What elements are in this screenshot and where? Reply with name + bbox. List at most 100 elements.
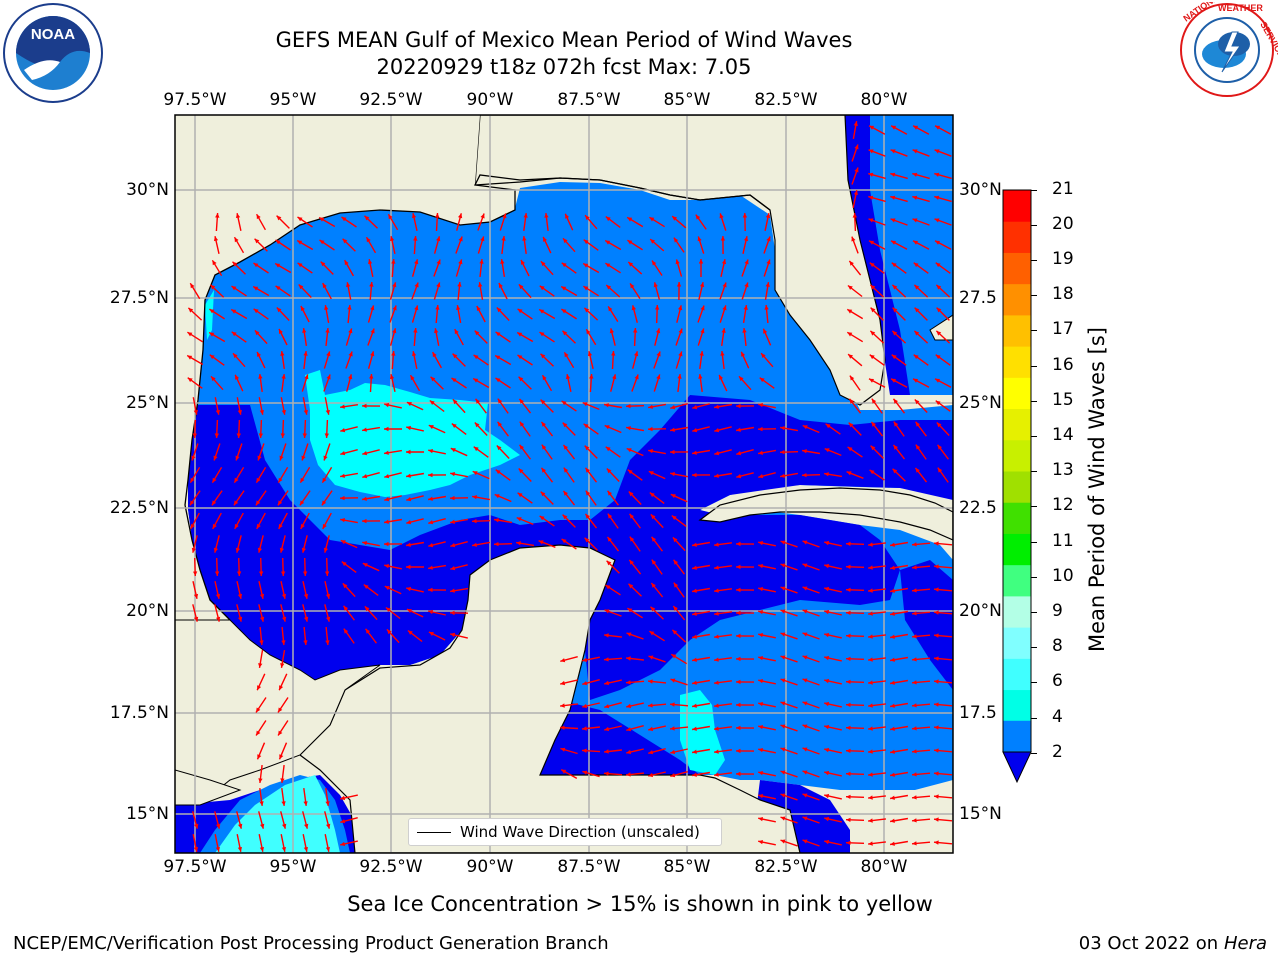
wind-wave-arrowhead: [565, 374, 571, 380]
wind-wave-arrowhead: [190, 283, 195, 289]
wind-wave-arrowhead: [670, 405, 676, 410]
wind-wave-arrowhead: [714, 588, 719, 593]
wind-wave-arrowhead: [518, 468, 524, 474]
wind-wave-arrowhead: [211, 376, 216, 382]
wind-wave-arrowhead: [890, 772, 895, 777]
wind-wave-arrowhead: [254, 330, 260, 336]
wind-wave-arrowhead: [890, 634, 895, 639]
wind-wave-arrowhead: [238, 823, 243, 829]
wind-wave-arrowhead: [434, 328, 439, 333]
wind-wave-arrowhead: [869, 262, 875, 268]
wind-wave-arrowhead: [384, 497, 390, 502]
wind-wave-arrowhead: [193, 593, 199, 599]
wind-wave-arrowhead: [362, 403, 367, 409]
wind-wave-arrowhead: [562, 330, 568, 336]
wind-wave-arrowhead: [891, 240, 896, 245]
wind-wave-arrowhead: [852, 213, 857, 218]
wind-wave-arrowhead: [758, 633, 763, 638]
wind-wave-arrowhead: [519, 444, 524, 450]
wind-wave-arrowhead: [319, 217, 325, 222]
wind-wave-arrowhead: [742, 213, 748, 218]
wind-wave-arrowhead: [849, 260, 854, 266]
wind-wave-arrowhead: [188, 307, 194, 313]
wind-wave-arrowhead: [869, 125, 875, 130]
wind-wave-arrowhead: [194, 616, 199, 622]
wind-wave-arrowhead: [369, 282, 374, 287]
lat-tick-right: 25°N: [959, 393, 1002, 413]
wind-wave-arrowhead: [187, 332, 193, 337]
wind-wave-arrowhead: [802, 747, 808, 752]
wind-wave-arrowhead: [474, 330, 480, 336]
wind-wave-arrowhead: [714, 404, 719, 409]
zone-high-texas: [205, 290, 214, 340]
wind-wave-arrowhead: [912, 195, 918, 200]
wind-wave-arrowhead: [758, 725, 763, 730]
lat-tick-right: 20°N: [959, 601, 1002, 621]
lat-tick-left: 17.5°N: [109, 703, 169, 723]
wind-wave-arrowhead: [496, 445, 502, 451]
wind-wave-arrowhead: [937, 467, 943, 473]
wind-wave-arrowhead: [868, 218, 874, 223]
wind-wave-arrowhead: [678, 351, 683, 357]
lat-tick-left: 27.5°N: [109, 288, 169, 308]
wind-wave-arrowhead: [563, 238, 568, 244]
wind-wave-arrowhead: [326, 351, 331, 357]
wind-wave-arrowhead: [340, 473, 345, 478]
wind-wave-arrowhead: [276, 307, 282, 313]
wind-wave-arrowhead: [279, 455, 284, 461]
wind-wave-arrowhead: [473, 354, 479, 360]
wind-wave-arrowhead: [560, 747, 566, 752]
wind-wave-arrowhead: [259, 571, 264, 576]
wind-wave-arrowhead: [626, 703, 632, 709]
wind-wave-arrowhead: [802, 473, 807, 478]
wind-wave-arrowhead: [187, 377, 193, 383]
wind-wave-arrowhead: [670, 749, 676, 755]
colorbar-segment: [1003, 720, 1031, 752]
wind-wave-arrowhead: [673, 582, 679, 588]
colorbar-segment: [1003, 595, 1031, 628]
wind-wave-arrowhead: [407, 630, 413, 635]
wind-wave-arrowhead: [736, 725, 741, 731]
wind-wave-arrowhead: [720, 351, 725, 356]
wind-wave-arrowhead: [846, 679, 851, 684]
wind-wave-arrowhead: [450, 472, 455, 477]
wind-wave-arrowhead: [303, 571, 308, 576]
wind-wave-arrowhead: [824, 448, 830, 453]
colorbar-tick-label: 20: [1052, 214, 1074, 234]
wind-wave-arrowhead: [627, 608, 633, 613]
wind-wave-arrowhead: [500, 259, 505, 264]
wind-wave-arrowhead: [719, 374, 724, 380]
wind-wave-arrowhead: [582, 681, 588, 686]
wind-wave-arrowhead: [256, 477, 261, 483]
wind-wave-arrowhead: [853, 190, 858, 195]
wind-wave-arrowhead: [758, 541, 763, 546]
wind-wave-arrowhead: [583, 239, 589, 245]
wind-wave-arrowhead: [700, 328, 705, 334]
wind-wave-arrowhead: [432, 352, 437, 358]
wind-wave-arrowhead: [934, 794, 939, 799]
wind-wave-arrowhead: [280, 433, 285, 438]
wind-wave-arrowhead: [253, 263, 259, 268]
colorbar-segment: [1003, 533, 1031, 566]
colorbar-tick: [1031, 330, 1037, 331]
wind-wave-arrowhead: [497, 421, 502, 427]
colorbar-tick: [1031, 542, 1037, 543]
wind-wave-arrowhead: [651, 536, 657, 542]
lon-tick-top: 80°W: [860, 90, 908, 110]
wind-wave-arrowhead: [300, 306, 305, 311]
wind-wave-arrowhead: [648, 750, 654, 755]
wind-wave-arrowhead: [914, 284, 920, 290]
wind-wave-arrowhead: [608, 306, 613, 312]
wind-wave-arrowhead: [325, 571, 330, 576]
wind-wave-arrowhead: [848, 354, 853, 359]
wind-wave-arrowhead: [847, 309, 853, 314]
wind-wave-arrowhead: [890, 588, 895, 593]
wind-wave-arrowhead: [634, 351, 639, 357]
wind-wave-arrowhead: [428, 543, 434, 548]
wind-wave-arrowhead: [302, 328, 307, 333]
wind-wave-arrowhead: [259, 640, 264, 645]
wind-wave-arrowhead: [650, 239, 655, 244]
wind-wave-arrowhead: [912, 841, 917, 846]
wind-wave-arrowhead: [890, 611, 895, 616]
